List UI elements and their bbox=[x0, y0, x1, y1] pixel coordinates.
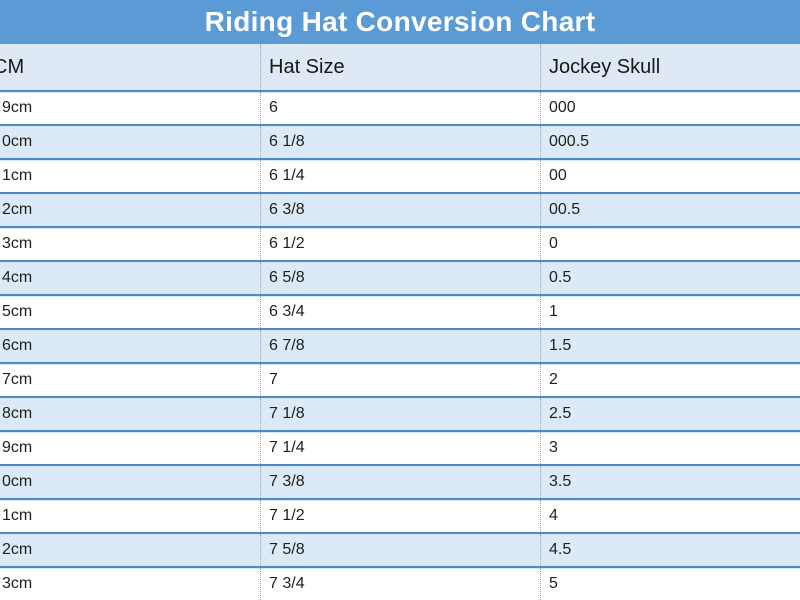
cell-cm: 6cm bbox=[2, 337, 33, 354]
cell-hat-size: 7 3/8 bbox=[260, 466, 540, 498]
table-row: 9cm 7 1/4 3 bbox=[0, 430, 800, 464]
table-row: 8cm 7 1/8 2.5 bbox=[0, 396, 800, 430]
cell-jockey-skull: 000.5 bbox=[540, 126, 800, 158]
table-row: 2cm 6 3/8 00.5 bbox=[0, 192, 800, 226]
cell-hat-size: 6 3/8 bbox=[260, 194, 540, 226]
cell-cm: 3cm bbox=[2, 235, 33, 252]
table-body: 9cm 6 000 0cm 6 1/8 000.5 1cm 6 1/4 00 2cm 6 3/8 00… bbox=[0, 90, 800, 600]
cell-jockey-skull: 3 bbox=[540, 432, 800, 464]
cell-hat-size: 6 1/4 bbox=[260, 160, 540, 192]
cell-jockey-skull: 2.5 bbox=[540, 398, 800, 430]
table-row: 3cm 7 3/4 5 bbox=[0, 566, 800, 600]
cell-jockey-skull: 00 bbox=[540, 160, 800, 192]
cell-hat-size: 6 7/8 bbox=[260, 330, 540, 362]
table-row: 4cm 6 5/8 0.5 bbox=[0, 260, 800, 294]
column-header-jockey-skull: Jockey Skull bbox=[540, 44, 800, 90]
cell-hat-size: 6 1/8 bbox=[260, 126, 540, 158]
cell-cm: 3cm bbox=[2, 575, 33, 592]
cell-jockey-skull: 0.5 bbox=[540, 262, 800, 294]
table-row: 0cm 7 3/8 3.5 bbox=[0, 464, 800, 498]
cell-cm: 0cm bbox=[2, 473, 33, 490]
cell-cm: 5cm bbox=[2, 303, 33, 320]
cell-hat-size: 6 5/8 bbox=[260, 262, 540, 294]
table-row: 6cm 6 7/8 1.5 bbox=[0, 328, 800, 362]
cell-hat-size: 7 1/8 bbox=[260, 398, 540, 430]
table-row: 7cm 7 2 bbox=[0, 362, 800, 396]
cell-hat-size: 7 3/4 bbox=[260, 568, 540, 600]
table-row: 0cm 6 1/8 000.5 bbox=[0, 124, 800, 158]
cell-hat-size: 6 3/4 bbox=[260, 296, 540, 328]
chart-title-bar: Riding Hat Conversion Chart bbox=[0, 0, 800, 44]
cell-hat-size: 7 bbox=[260, 364, 540, 396]
cell-jockey-skull: 4.5 bbox=[540, 534, 800, 566]
table-row: 1cm 6 1/4 00 bbox=[0, 158, 800, 192]
cell-jockey-skull: 1.5 bbox=[540, 330, 800, 362]
cell-jockey-skull: 2 bbox=[540, 364, 800, 396]
table-row: 2cm 7 5/8 4.5 bbox=[0, 532, 800, 566]
cell-cm: 9cm bbox=[2, 99, 33, 116]
cell-cm: 7cm bbox=[2, 371, 33, 388]
cell-cm: 1cm bbox=[2, 507, 33, 524]
cell-hat-size: 7 5/8 bbox=[260, 534, 540, 566]
cell-cm: 0cm bbox=[2, 133, 33, 150]
column-header-hat-size: Hat Size bbox=[260, 44, 540, 90]
cell-jockey-skull: 000 bbox=[540, 92, 800, 124]
chart-title: Riding Hat Conversion Chart bbox=[204, 6, 596, 37]
cell-hat-size: 6 bbox=[260, 92, 540, 124]
cell-jockey-skull: 1 bbox=[540, 296, 800, 328]
cell-hat-size: 6 1/2 bbox=[260, 228, 540, 260]
column-header-cm: CM bbox=[0, 55, 25, 78]
cell-jockey-skull: 5 bbox=[540, 568, 800, 600]
cell-hat-size: 7 1/4 bbox=[260, 432, 540, 464]
table-header-row: CM Hat Size Jockey Skull bbox=[0, 44, 800, 90]
cell-jockey-skull: 4 bbox=[540, 500, 800, 532]
table-row: 5cm 6 3/4 1 bbox=[0, 294, 800, 328]
table-row: 9cm 6 000 bbox=[0, 90, 800, 124]
cell-cm: 2cm bbox=[2, 201, 33, 218]
cell-cm: 1cm bbox=[2, 167, 33, 184]
conversion-table: CM Hat Size Jockey Skull 9cm 6 000 0cm 6 1/8… bbox=[0, 44, 800, 600]
cell-cm: 2cm bbox=[2, 541, 33, 558]
cell-cm: 4cm bbox=[2, 269, 33, 286]
table-row: 3cm 6 1/2 0 bbox=[0, 226, 800, 260]
cell-cm: 8cm bbox=[2, 405, 33, 422]
cell-jockey-skull: 0 bbox=[540, 228, 800, 260]
cell-cm: 9cm bbox=[2, 439, 33, 456]
cell-jockey-skull: 00.5 bbox=[540, 194, 800, 226]
cell-hat-size: 7 1/2 bbox=[260, 500, 540, 532]
table-row: 1cm 7 1/2 4 bbox=[0, 498, 800, 532]
cell-jockey-skull: 3.5 bbox=[540, 466, 800, 498]
